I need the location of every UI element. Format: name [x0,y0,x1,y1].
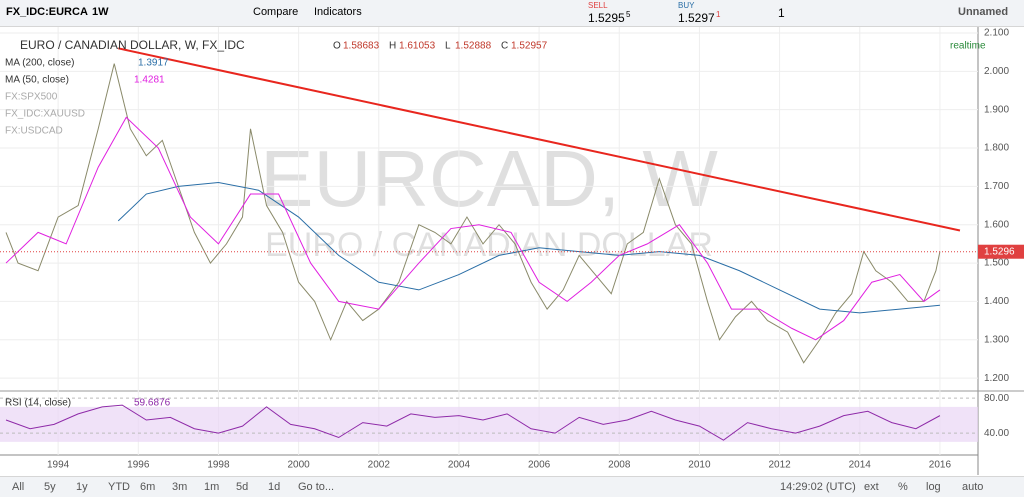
last-price-tag [978,244,1024,259]
scale-option[interactable]: log [926,481,941,493]
toolbar: FX_IDC:EURCA 1W Compare Indicators SELL … [0,0,1024,27]
indicator-value: 59.6876 [134,398,171,409]
ohlc-value: 1.58683 [343,41,380,52]
range-button[interactable]: All [12,481,25,493]
x-tick-label: 2006 [528,460,551,471]
y-tick-label: 1.200 [984,373,1009,384]
x-tick-label: 2002 [368,460,391,471]
symbol[interactable]: FX_IDC:EURCA [6,6,88,18]
interval[interactable]: 1W [92,6,109,18]
x-tick-label: 2000 [287,460,310,471]
compare-symbol: FX:SPX500 [5,92,58,103]
y-tick-label: 1.800 [984,143,1009,154]
scale-option[interactable]: ext [864,481,879,493]
range-button[interactable]: 1d [268,481,281,493]
line-series [5,63,941,364]
x-tick-label: 2014 [849,460,872,471]
y-tick-label: 2.000 [984,66,1009,77]
range-button[interactable]: 6m [140,481,156,493]
range-button[interactable]: 5d [236,481,249,493]
ohlc-label: H [389,41,396,52]
x-tick-label: 2010 [688,460,711,471]
y-tick-label: 1.700 [984,181,1009,192]
line-series [5,116,941,341]
indicator-name: RSI (14, close) [5,398,71,409]
range-button[interactable]: 1m [204,481,220,493]
realtime-status: realtime [950,41,986,52]
compare-symbol: FX:USDCAD [5,126,63,137]
rsi-band [0,406,978,442]
ohlc-value: 1.52888 [455,41,492,52]
x-tick-label: 2008 [608,460,631,471]
compare-button[interactable]: Compare [253,6,299,18]
x-tick-label: 1998 [207,460,230,471]
y-tick-label: 1.900 [984,104,1009,115]
ohlc-label: O [333,41,341,52]
x-tick-label: 2004 [448,460,471,471]
buy-pip: 1 [716,10,721,19]
ohlc-value: 1.61053 [399,41,436,52]
y-tick-label: 40.00 [984,428,1009,439]
range-button[interactable]: 5y [44,481,56,493]
scale-option[interactable]: auto [962,481,984,493]
quantity[interactable]: 1 [778,6,785,20]
sell-label[interactable]: SELL [588,1,608,10]
range-button[interactable]: YTD [108,481,130,493]
x-tick-label: 2016 [929,460,952,471]
range-button[interactable]: 3m [172,481,188,493]
ohlc-label: C [501,41,508,52]
bottom-bar: All 5y 1y YTD 6m 3m 1m 5d 1d Go to... 14:29:02 (UT… [0,476,1024,497]
y-tick-label: 1.300 [984,334,1009,345]
y-tick-label: 2.100 [984,28,1009,39]
line-series [5,404,941,441]
sell-pip: 5 [626,10,631,19]
compare-symbol: FX_IDC:XAUUSD [5,109,85,120]
buy-price[interactable]: 1.5297 [678,11,715,25]
legend-title: EURO / CANADIAN DOLLAR, W, FX_IDC [20,38,245,52]
y-tick-label: 1.600 [984,219,1009,230]
indicator-value: 1.3917 [138,58,169,69]
watermark: EURO / CANADIAN DOLLAR [265,226,713,264]
x-tick-label: 1994 [47,460,70,471]
sell-price[interactable]: 1.5295 [588,11,625,25]
last-price-label: 1.5296 [984,246,1015,257]
range-button[interactable]: 1y [76,481,88,493]
layout-name[interactable]: Unnamed [958,6,1009,18]
buy-label[interactable]: BUY [678,1,695,10]
indicator-name: MA (200, close) [5,58,74,69]
x-tick-label: 2012 [768,460,791,471]
line-series [118,47,961,232]
indicators-button[interactable]: Indicators [314,6,362,18]
ohlc-value: 1.52957 [511,41,548,52]
y-tick-label: 80.00 [984,393,1009,404]
indicator-value: 1.4281 [134,75,165,86]
x-tick-label: 1996 [127,460,150,471]
range-button[interactable]: Go to... [298,481,335,493]
y-tick-label: 1.500 [984,258,1009,269]
y-tick-label: 1.400 [984,296,1009,307]
clock: 14:29:02 (UTC) [780,481,856,493]
ohlc-label: L [445,41,451,52]
indicator-name: MA (50, close) [5,75,69,86]
scale-option[interactable]: % [898,481,908,493]
watermark: EURCAD, W [260,134,718,223]
